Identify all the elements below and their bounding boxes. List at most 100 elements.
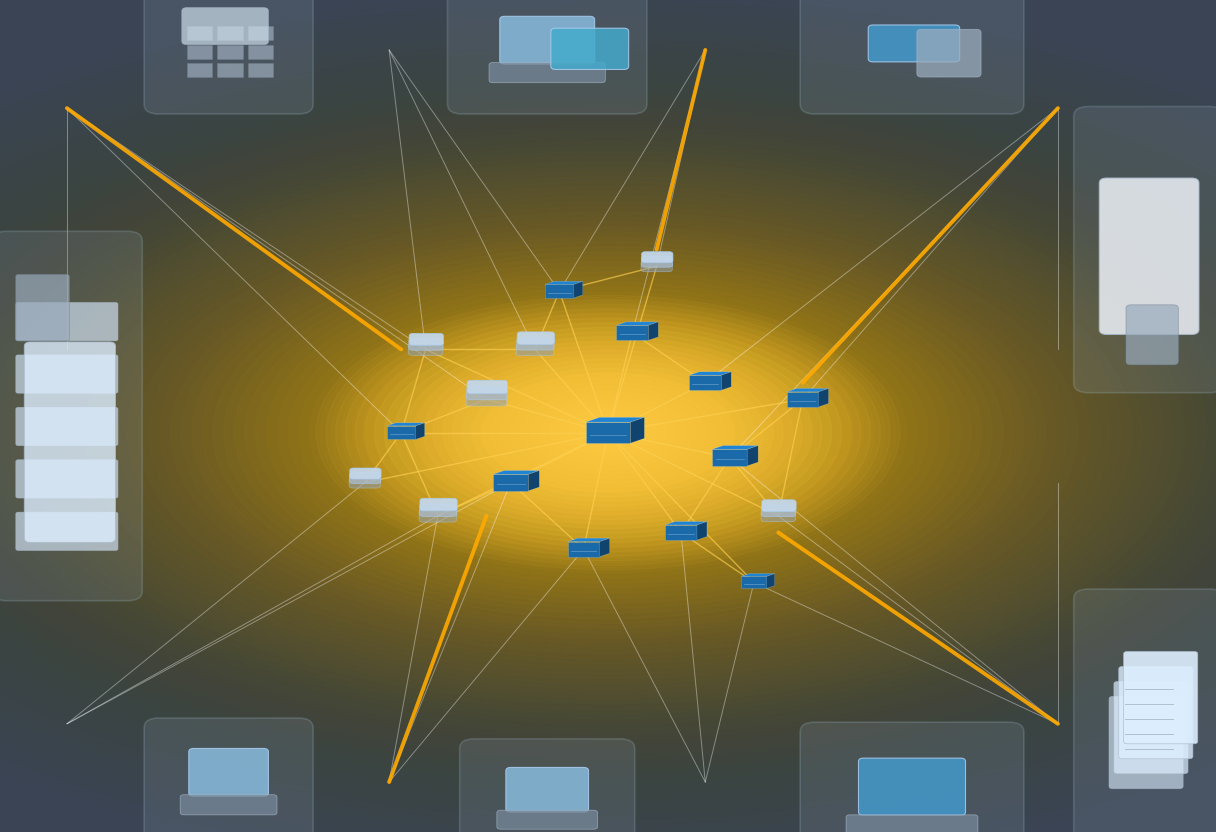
Ellipse shape bbox=[569, 414, 647, 451]
FancyBboxPatch shape bbox=[489, 62, 606, 82]
Polygon shape bbox=[387, 423, 424, 426]
FancyBboxPatch shape bbox=[467, 380, 507, 394]
Ellipse shape bbox=[255, 267, 961, 598]
Ellipse shape bbox=[491, 378, 725, 488]
Ellipse shape bbox=[326, 300, 890, 566]
FancyBboxPatch shape bbox=[460, 739, 635, 832]
Ellipse shape bbox=[309, 292, 907, 573]
Ellipse shape bbox=[530, 396, 686, 469]
FancyBboxPatch shape bbox=[517, 332, 554, 344]
Ellipse shape bbox=[331, 302, 885, 563]
Polygon shape bbox=[665, 522, 706, 525]
Ellipse shape bbox=[224, 252, 992, 613]
FancyBboxPatch shape bbox=[506, 767, 589, 812]
Ellipse shape bbox=[469, 368, 747, 498]
Ellipse shape bbox=[427, 348, 789, 518]
Ellipse shape bbox=[384, 327, 832, 537]
Ellipse shape bbox=[449, 358, 767, 508]
FancyBboxPatch shape bbox=[420, 504, 457, 517]
FancyBboxPatch shape bbox=[517, 343, 553, 356]
Ellipse shape bbox=[438, 353, 778, 513]
Bar bbox=[248, 44, 274, 58]
Ellipse shape bbox=[266, 272, 950, 593]
FancyBboxPatch shape bbox=[868, 25, 959, 62]
Polygon shape bbox=[689, 375, 721, 390]
Ellipse shape bbox=[375, 323, 841, 542]
Polygon shape bbox=[713, 446, 759, 449]
Ellipse shape bbox=[520, 391, 696, 474]
Polygon shape bbox=[494, 471, 540, 474]
Ellipse shape bbox=[433, 350, 783, 515]
Ellipse shape bbox=[598, 428, 618, 438]
Polygon shape bbox=[528, 471, 540, 491]
FancyBboxPatch shape bbox=[1124, 651, 1198, 744]
Ellipse shape bbox=[423, 345, 793, 519]
FancyBboxPatch shape bbox=[800, 0, 1024, 114]
Polygon shape bbox=[713, 449, 747, 466]
Ellipse shape bbox=[353, 312, 863, 553]
FancyBboxPatch shape bbox=[551, 28, 629, 69]
Ellipse shape bbox=[202, 242, 1014, 623]
FancyBboxPatch shape bbox=[16, 303, 118, 341]
Ellipse shape bbox=[413, 341, 803, 524]
Ellipse shape bbox=[550, 405, 666, 460]
Ellipse shape bbox=[589, 423, 627, 442]
FancyBboxPatch shape bbox=[467, 387, 507, 400]
FancyBboxPatch shape bbox=[1074, 106, 1216, 393]
FancyBboxPatch shape bbox=[642, 252, 672, 263]
Polygon shape bbox=[568, 542, 599, 557]
FancyBboxPatch shape bbox=[350, 468, 381, 479]
Ellipse shape bbox=[277, 277, 939, 588]
Polygon shape bbox=[494, 474, 528, 491]
FancyBboxPatch shape bbox=[16, 275, 69, 341]
FancyBboxPatch shape bbox=[409, 344, 443, 355]
FancyBboxPatch shape bbox=[409, 339, 443, 350]
Polygon shape bbox=[387, 426, 416, 439]
Polygon shape bbox=[630, 418, 644, 443]
FancyBboxPatch shape bbox=[1074, 589, 1216, 832]
Ellipse shape bbox=[299, 287, 917, 578]
FancyBboxPatch shape bbox=[641, 260, 672, 272]
FancyBboxPatch shape bbox=[182, 7, 269, 45]
FancyBboxPatch shape bbox=[1114, 681, 1188, 774]
FancyBboxPatch shape bbox=[466, 393, 507, 406]
FancyBboxPatch shape bbox=[1099, 178, 1199, 334]
Ellipse shape bbox=[511, 387, 705, 478]
Ellipse shape bbox=[416, 343, 800, 522]
Ellipse shape bbox=[213, 247, 1003, 618]
FancyBboxPatch shape bbox=[761, 505, 795, 517]
Ellipse shape bbox=[316, 295, 900, 570]
Ellipse shape bbox=[365, 318, 851, 547]
Polygon shape bbox=[697, 522, 706, 540]
Ellipse shape bbox=[443, 354, 773, 510]
Ellipse shape bbox=[362, 317, 854, 548]
Polygon shape bbox=[665, 525, 697, 540]
Polygon shape bbox=[586, 418, 644, 422]
Ellipse shape bbox=[394, 332, 822, 533]
Polygon shape bbox=[767, 573, 775, 588]
Ellipse shape bbox=[460, 363, 756, 503]
FancyBboxPatch shape bbox=[517, 338, 554, 350]
Bar bbox=[248, 63, 274, 77]
FancyBboxPatch shape bbox=[761, 500, 796, 512]
Polygon shape bbox=[721, 372, 731, 390]
Polygon shape bbox=[545, 285, 574, 298]
FancyBboxPatch shape bbox=[349, 477, 381, 488]
Polygon shape bbox=[747, 446, 759, 466]
Ellipse shape bbox=[501, 382, 715, 483]
Ellipse shape bbox=[395, 333, 821, 532]
Ellipse shape bbox=[472, 369, 744, 497]
FancyBboxPatch shape bbox=[846, 815, 978, 832]
FancyBboxPatch shape bbox=[500, 17, 595, 64]
FancyBboxPatch shape bbox=[917, 29, 981, 77]
Ellipse shape bbox=[235, 257, 981, 608]
Bar bbox=[187, 63, 212, 77]
Ellipse shape bbox=[406, 338, 810, 527]
Ellipse shape bbox=[246, 262, 970, 603]
Bar bbox=[248, 26, 274, 40]
Ellipse shape bbox=[336, 305, 880, 561]
Ellipse shape bbox=[384, 327, 832, 537]
FancyBboxPatch shape bbox=[180, 795, 277, 815]
FancyBboxPatch shape bbox=[761, 510, 795, 522]
Polygon shape bbox=[617, 325, 648, 340]
